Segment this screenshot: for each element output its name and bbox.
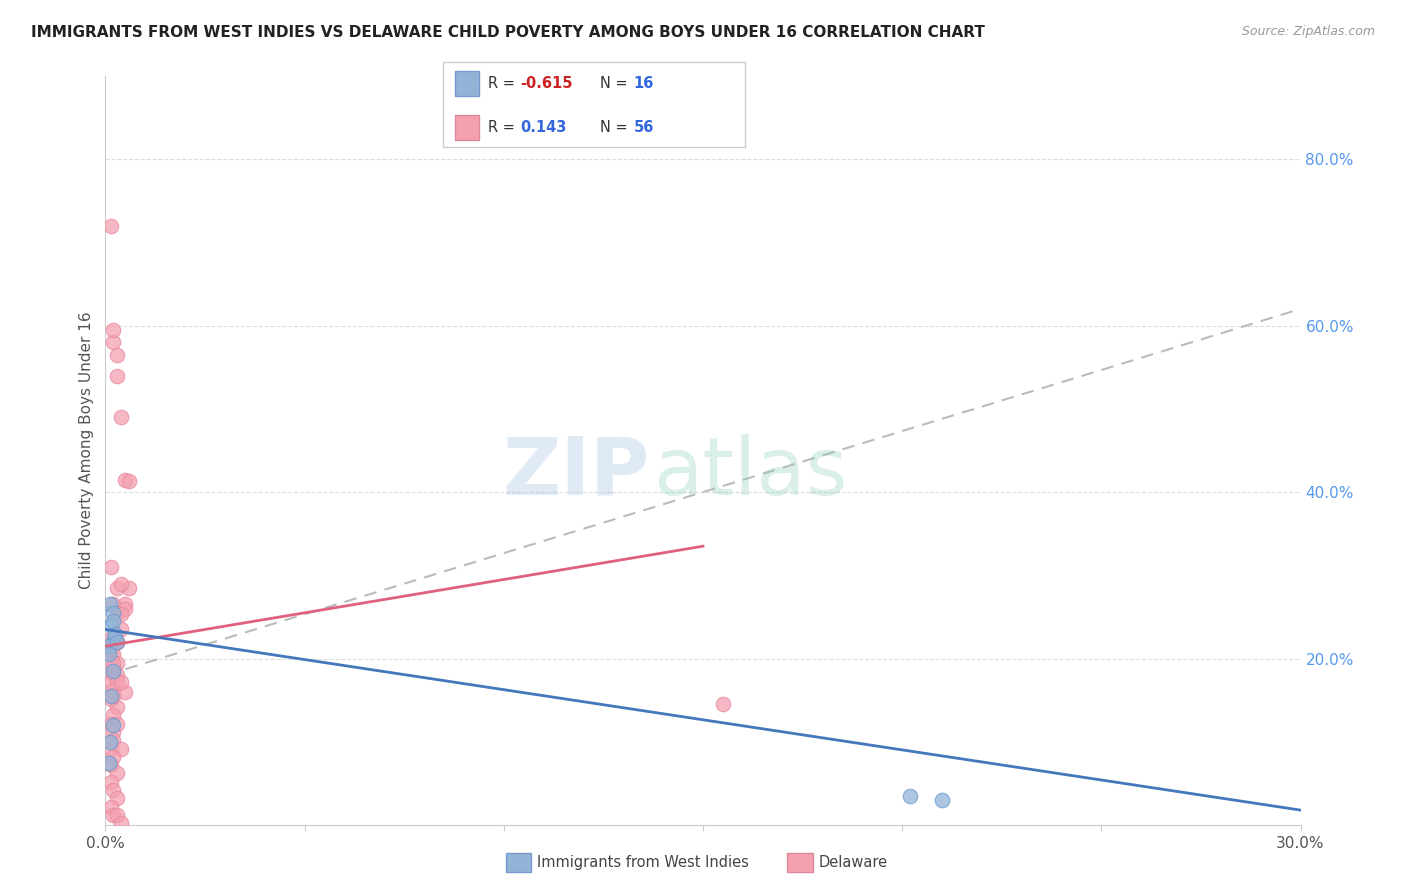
Point: [98, 598, 121, 612]
Point: [110, 741, 132, 756]
Point: [103, 660, 125, 674]
Text: N =: N =: [600, 120, 633, 136]
Point: [100, 560, 122, 574]
Text: R =: R =: [488, 76, 520, 91]
Point: [107, 808, 129, 822]
Text: N =: N =: [600, 76, 633, 91]
Text: Delaware: Delaware: [818, 855, 887, 870]
Point: [107, 668, 129, 682]
Y-axis label: Child Poverty Among Boys Under 16: Child Poverty Among Boys Under 16: [79, 311, 94, 590]
Point: [107, 368, 129, 383]
Point: [103, 724, 125, 739]
Point: [110, 623, 132, 637]
Point: [118, 475, 141, 489]
Point: [110, 607, 132, 622]
Point: [100, 631, 122, 645]
Point: [114, 601, 136, 615]
Point: [100, 774, 122, 789]
Point: [103, 689, 125, 703]
Point: [97, 756, 120, 770]
Point: [100, 219, 122, 233]
Point: [110, 410, 132, 425]
Text: 16: 16: [633, 76, 654, 91]
Point: [103, 783, 125, 797]
Point: [98, 735, 121, 749]
Point: [103, 648, 125, 662]
Point: [114, 598, 136, 612]
Point: [107, 606, 129, 620]
Point: [103, 639, 125, 653]
FancyBboxPatch shape: [456, 115, 479, 140]
Point: [107, 348, 129, 362]
Point: [103, 631, 125, 645]
Point: [100, 799, 122, 814]
Point: [100, 758, 122, 772]
Point: [103, 733, 125, 747]
FancyBboxPatch shape: [443, 62, 745, 147]
FancyBboxPatch shape: [456, 71, 479, 96]
Point: [103, 718, 125, 732]
Point: [118, 581, 141, 595]
Text: IMMIGRANTS FROM WEST INDIES VS DELAWARE CHILD POVERTY AMONG BOYS UNDER 16 CORREL: IMMIGRANTS FROM WEST INDIES VS DELAWARE …: [31, 25, 984, 40]
Point: [103, 708, 125, 723]
Point: [100, 641, 122, 656]
Point: [114, 685, 136, 699]
Point: [103, 635, 125, 649]
Point: [104, 626, 127, 640]
Point: [101, 606, 124, 620]
Point: [110, 816, 132, 830]
Text: ZIP: ZIP: [502, 434, 650, 512]
Point: [107, 635, 129, 649]
Text: 56: 56: [633, 120, 654, 136]
Point: [100, 618, 122, 632]
Point: [103, 666, 125, 681]
Point: [107, 766, 129, 780]
Point: [107, 791, 129, 805]
Point: [107, 674, 129, 689]
Point: [103, 683, 125, 698]
Point: [107, 699, 129, 714]
Point: [101, 323, 124, 337]
Text: atlas: atlas: [652, 434, 848, 512]
Point: [100, 674, 122, 689]
Point: [103, 808, 125, 822]
Point: [107, 656, 129, 670]
Point: [103, 614, 125, 628]
Point: [103, 335, 125, 350]
Point: [103, 598, 125, 612]
Point: [100, 689, 122, 703]
Point: [110, 674, 132, 689]
Point: [103, 749, 125, 764]
Point: [931, 793, 953, 807]
Point: [103, 656, 125, 670]
Point: [110, 576, 132, 591]
Text: -0.615: -0.615: [520, 76, 572, 91]
Point: [97, 639, 120, 653]
Point: [100, 741, 122, 756]
Point: [107, 635, 129, 649]
Point: [107, 635, 129, 649]
Point: [107, 716, 129, 731]
Point: [100, 716, 122, 731]
Point: [114, 473, 136, 487]
Text: Source: ZipAtlas.com: Source: ZipAtlas.com: [1241, 25, 1375, 38]
Text: R =: R =: [488, 120, 520, 136]
Text: Immigrants from West Indies: Immigrants from West Indies: [537, 855, 749, 870]
Point: [100, 691, 122, 706]
Point: [98, 648, 121, 662]
Point: [898, 789, 921, 803]
Point: [101, 664, 124, 678]
Point: [107, 581, 129, 595]
Text: 0.143: 0.143: [520, 120, 567, 136]
Point: [711, 698, 734, 712]
